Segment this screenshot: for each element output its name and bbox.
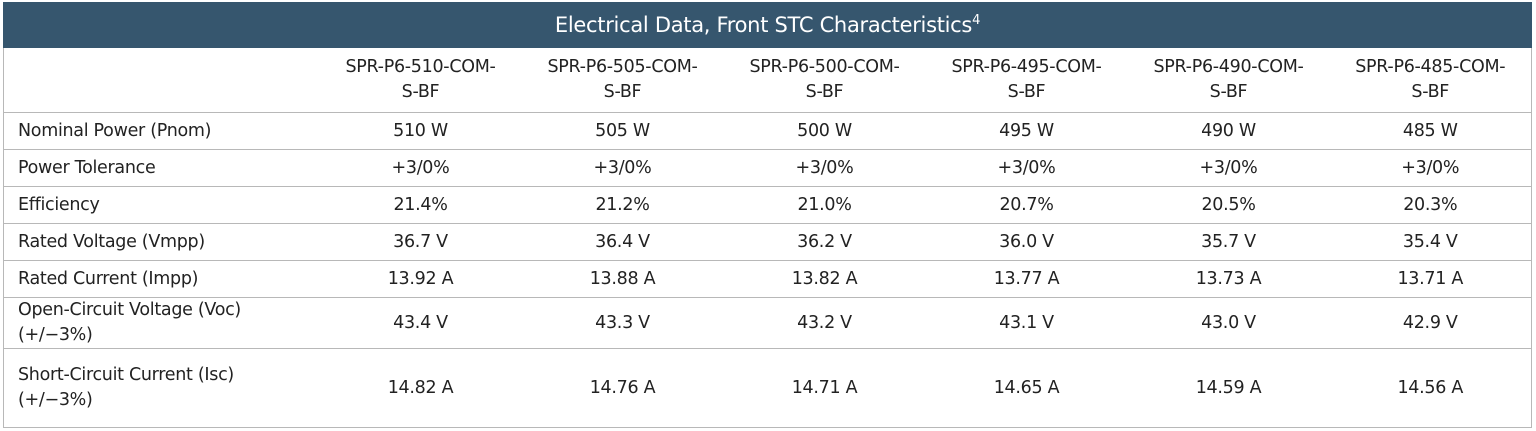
value-cell: 43.2 V — [723, 297, 926, 349]
value-cell: 35.7 V — [1127, 223, 1330, 261]
model-name-line1: SPR-P6-500-COM- — [749, 57, 900, 77]
value-cell: 21.0% — [723, 186, 926, 224]
value-cell: 42.9 V — [1329, 297, 1532, 349]
value-cell: 36.0 V — [925, 223, 1128, 261]
value-cell: 14.59 A — [1127, 348, 1330, 428]
model-name-line1: SPR-P6-505-COM- — [547, 57, 698, 77]
value-cell: 36.2 V — [723, 223, 926, 261]
value-cell: 485 W — [1329, 112, 1532, 150]
value-cell: +3/0% — [521, 149, 724, 187]
model-header: SPR-P6-485-COM- S-BF — [1329, 47, 1532, 113]
value-cell: 20.5% — [1127, 186, 1330, 224]
row-label-text: Nominal Power (Pnom) — [18, 120, 212, 141]
row-label-text: Short-Circuit Current (Isc) — [18, 365, 234, 385]
model-name-line1: SPR-P6-490-COM- — [1153, 57, 1304, 77]
value-cell: 510 W — [319, 112, 522, 150]
row-label-text: Open-Circuit Voltage (Voc) — [18, 300, 241, 320]
value-cell: 505 W — [521, 112, 724, 150]
table-row: Rated Current (Impp) 13.92 A 13.88 A 13.82 … — [3, 260, 1532, 298]
model-header-row: SPR-P6-510-COM- S-BF SPR-P6-505-COM- S-BF SP… — [3, 47, 1532, 113]
value-cell: +3/0% — [319, 149, 522, 187]
value-cell: 14.65 A — [925, 348, 1128, 428]
model-name-line2: S-BF — [1411, 82, 1450, 102]
value-cell: +3/0% — [925, 149, 1128, 187]
row-label-text: Rated Voltage (Vmpp) — [18, 231, 205, 252]
value-cell: 43.0 V — [1127, 297, 1330, 349]
value-cell: +3/0% — [723, 149, 926, 187]
row-label: Efficiency — [3, 186, 320, 224]
value-cell: 13.71 A — [1329, 260, 1532, 298]
value-cell: 35.4 V — [1329, 223, 1532, 261]
title-text: Electrical Data, Front STC Characteristi… — [554, 13, 973, 37]
value-cell: 43.1 V — [925, 297, 1128, 349]
value-cell: 13.92 A — [319, 260, 522, 298]
table-row: Rated Voltage (Vmpp) 36.7 V 36.4 V 36.2 V 36… — [3, 223, 1532, 261]
row-label-tolerance: (+/−3%) — [18, 390, 93, 410]
value-cell: 43.3 V — [521, 297, 724, 349]
table-row: Nominal Power (Pnom) 510 W 505 W 500 W 495 W… — [3, 112, 1532, 150]
value-cell: +3/0% — [1127, 149, 1330, 187]
value-cell: 13.82 A — [723, 260, 926, 298]
row-label-text: Power Tolerance — [18, 157, 156, 178]
value-cell: 13.77 A — [925, 260, 1128, 298]
model-header: SPR-P6-495-COM- S-BF — [925, 47, 1128, 113]
model-header: SPR-P6-490-COM- S-BF — [1127, 47, 1330, 113]
model-name-line1: SPR-P6-510-COM- — [345, 57, 496, 77]
value-cell: 21.2% — [521, 186, 724, 224]
value-cell: 500 W — [723, 112, 926, 150]
row-label-text: Efficiency — [18, 194, 100, 215]
row-label: Rated Voltage (Vmpp) — [3, 223, 320, 261]
model-name-line2: S-BF — [1007, 82, 1046, 102]
value-cell: 13.88 A — [521, 260, 724, 298]
model-name-line2: S-BF — [1209, 82, 1248, 102]
model-name-line2: S-BF — [603, 82, 642, 102]
model-name-line1: SPR-P6-485-COM- — [1355, 57, 1506, 77]
footnote-marker: 4 — [972, 13, 981, 28]
value-cell: 20.3% — [1329, 186, 1532, 224]
model-header: SPR-P6-500-COM- S-BF — [723, 47, 926, 113]
value-cell: 495 W — [925, 112, 1128, 150]
value-cell: 36.7 V — [319, 223, 522, 261]
electrical-data-table: Electrical Data, Front STC Characteristi… — [3, 2, 1532, 428]
row-label: Power Tolerance — [3, 149, 320, 187]
value-cell: 14.71 A — [723, 348, 926, 428]
model-name-line2: S-BF — [401, 82, 440, 102]
row-label: Nominal Power (Pnom) — [3, 112, 320, 150]
row-label: Short-Circuit Current (Isc) (+/−3%) — [3, 348, 320, 428]
value-cell: 36.4 V — [521, 223, 724, 261]
value-cell: 43.4 V — [319, 297, 522, 349]
row-label: Open-Circuit Voltage (Voc) (+/−3%) — [3, 297, 320, 349]
value-cell: 490 W — [1127, 112, 1330, 150]
row-label-text: Rated Current (Impp) — [18, 268, 199, 289]
model-name-line2: S-BF — [805, 82, 844, 102]
value-cell: 14.76 A — [521, 348, 724, 428]
row-label: Rated Current (Impp) — [3, 260, 320, 298]
table-title: Electrical Data, Front STC Characteristi… — [3, 2, 1532, 48]
row-label-tolerance: (+/−3%) — [18, 325, 93, 345]
model-header: SPR-P6-505-COM- S-BF — [521, 47, 724, 113]
table-row: Power Tolerance +3/0% +3/0% +3/0% +3/0% +3/0%… — [3, 149, 1532, 187]
empty-header-cell — [3, 47, 320, 113]
value-cell: 21.4% — [319, 186, 522, 224]
table-row: Short-Circuit Current (Isc) (+/−3%) 14.82 … — [3, 348, 1532, 428]
model-header: SPR-P6-510-COM- S-BF — [319, 47, 522, 113]
value-cell: +3/0% — [1329, 149, 1532, 187]
model-name-line1: SPR-P6-495-COM- — [951, 57, 1102, 77]
value-cell: 13.73 A — [1127, 260, 1330, 298]
table-row: Efficiency 21.4% 21.2% 21.0% 20.7% 20.5% 20.3% — [3, 186, 1532, 224]
value-cell: 20.7% — [925, 186, 1128, 224]
value-cell: 14.82 A — [319, 348, 522, 428]
value-cell: 14.56 A — [1329, 348, 1532, 428]
